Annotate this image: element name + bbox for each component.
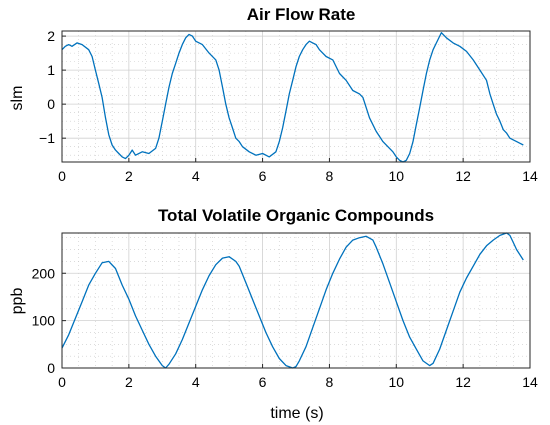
grid-tvoc (61, 233, 531, 369)
x-tick-label: 4 (192, 374, 200, 390)
x-tick-label: 10 (388, 374, 404, 390)
x-tick-label: 12 (455, 374, 471, 390)
y-tick-label: 0 (47, 96, 55, 112)
plot-frame-tvoc (61, 232, 531, 369)
series-air-flow (61, 32, 524, 163)
y-tick-label: 2 (47, 28, 55, 44)
x-tick-label: 2 (125, 168, 133, 184)
tvoc-panel: Total Volatile Organic Compounds ppb 0 2 4… (9, 206, 538, 422)
y-tick-label: 0 (47, 360, 55, 376)
x-tick-label: 0 (58, 374, 66, 390)
x-tick-label: 8 (326, 374, 334, 390)
x-tick-label: 2 (125, 374, 133, 390)
x-tick-label: 0 (58, 168, 66, 184)
x-axis-label-time: time (s) (270, 405, 323, 422)
y-axis-label-slm: slm (9, 86, 26, 111)
y-axis-label-ppb: ppb (9, 288, 26, 315)
series-line (61, 32, 524, 163)
x-tick-label: 6 (259, 374, 267, 390)
y-tick-label: 100 (32, 313, 56, 329)
plot-frame-air-flow (61, 30, 531, 163)
y-tick-label: 1 (47, 62, 55, 78)
grid-air-flow (61, 31, 531, 162)
x-tick-label: 14 (522, 374, 538, 390)
ticks-tvoc: 0 2 4 6 8 10 12 14 0 100 200 (32, 265, 538, 390)
series-line (61, 232, 524, 369)
x-tick-label: 4 (192, 168, 200, 184)
x-tick-label: 12 (455, 168, 471, 184)
y-tick-label: −1 (39, 130, 55, 146)
x-tick-label: 14 (522, 168, 538, 184)
x-tick-label: 10 (388, 168, 404, 184)
series-tvoc (61, 232, 524, 369)
x-tick-label: 6 (259, 168, 267, 184)
chart-title-air-flow-rate: Air Flow Rate (247, 5, 356, 24)
x-tick-label: 8 (326, 168, 334, 184)
chart-title-tvoc: Total Volatile Organic Compounds (158, 206, 434, 225)
y-tick-label: 200 (32, 265, 56, 281)
